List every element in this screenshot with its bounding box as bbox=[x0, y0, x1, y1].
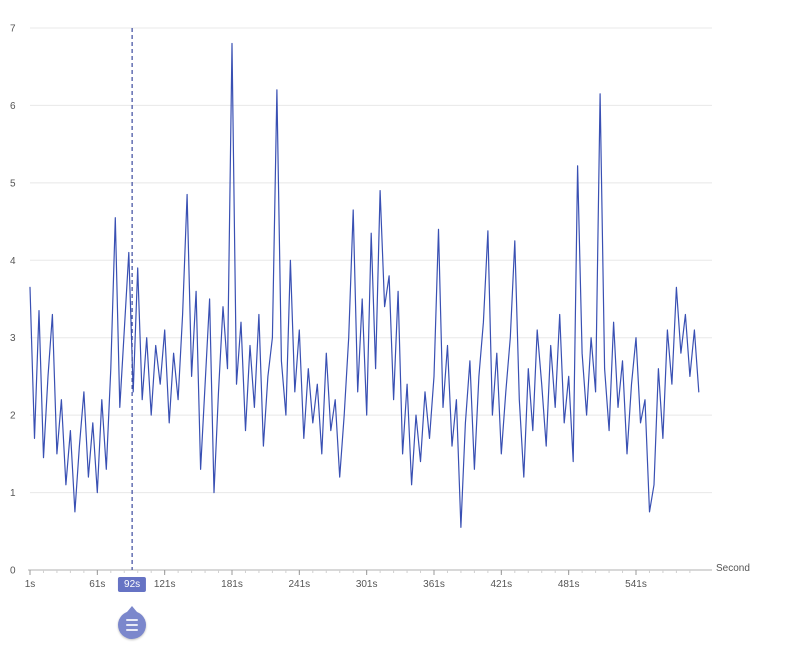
x-axis-tick-label: 541s bbox=[625, 579, 647, 590]
x-axis-tick-label: 361s bbox=[423, 579, 445, 590]
data-series-line bbox=[29, 42, 700, 529]
grip-line-icon bbox=[126, 619, 139, 621]
selected-time-badge[interactable]: 92s bbox=[118, 577, 147, 592]
x-axis-tick-label: 481s bbox=[558, 579, 580, 590]
slider-handle-icon[interactable] bbox=[118, 611, 147, 639]
x-axis-tick-label: 121s bbox=[154, 579, 176, 590]
y-axis-tick-label: 1 bbox=[10, 488, 16, 499]
y-axis-tick-label: 0 bbox=[10, 566, 16, 577]
y-axis-tick-label: 2 bbox=[10, 411, 16, 422]
y-axis-tick-label: 6 bbox=[10, 101, 16, 112]
y-axis-tick-label: 4 bbox=[10, 256, 16, 267]
x-axis-tick-label: 241s bbox=[288, 579, 310, 590]
x-axis-tick-label: 61s bbox=[89, 579, 105, 590]
y-axis-tick-label: 5 bbox=[10, 178, 16, 189]
x-axis-unit-label: Second bbox=[716, 563, 750, 574]
x-axis-tick-label: 421s bbox=[490, 579, 512, 590]
y-axis-tick-label: 3 bbox=[10, 333, 16, 344]
x-axis-tick-label: 181s bbox=[221, 579, 243, 590]
x-axis-tick-label: 301s bbox=[356, 579, 378, 590]
x-axis-tick-label: 1s bbox=[25, 579, 36, 590]
grip-line-icon bbox=[126, 629, 139, 631]
grip-line-icon bbox=[126, 624, 139, 626]
y-axis-tick-label: 7 bbox=[10, 24, 16, 35]
